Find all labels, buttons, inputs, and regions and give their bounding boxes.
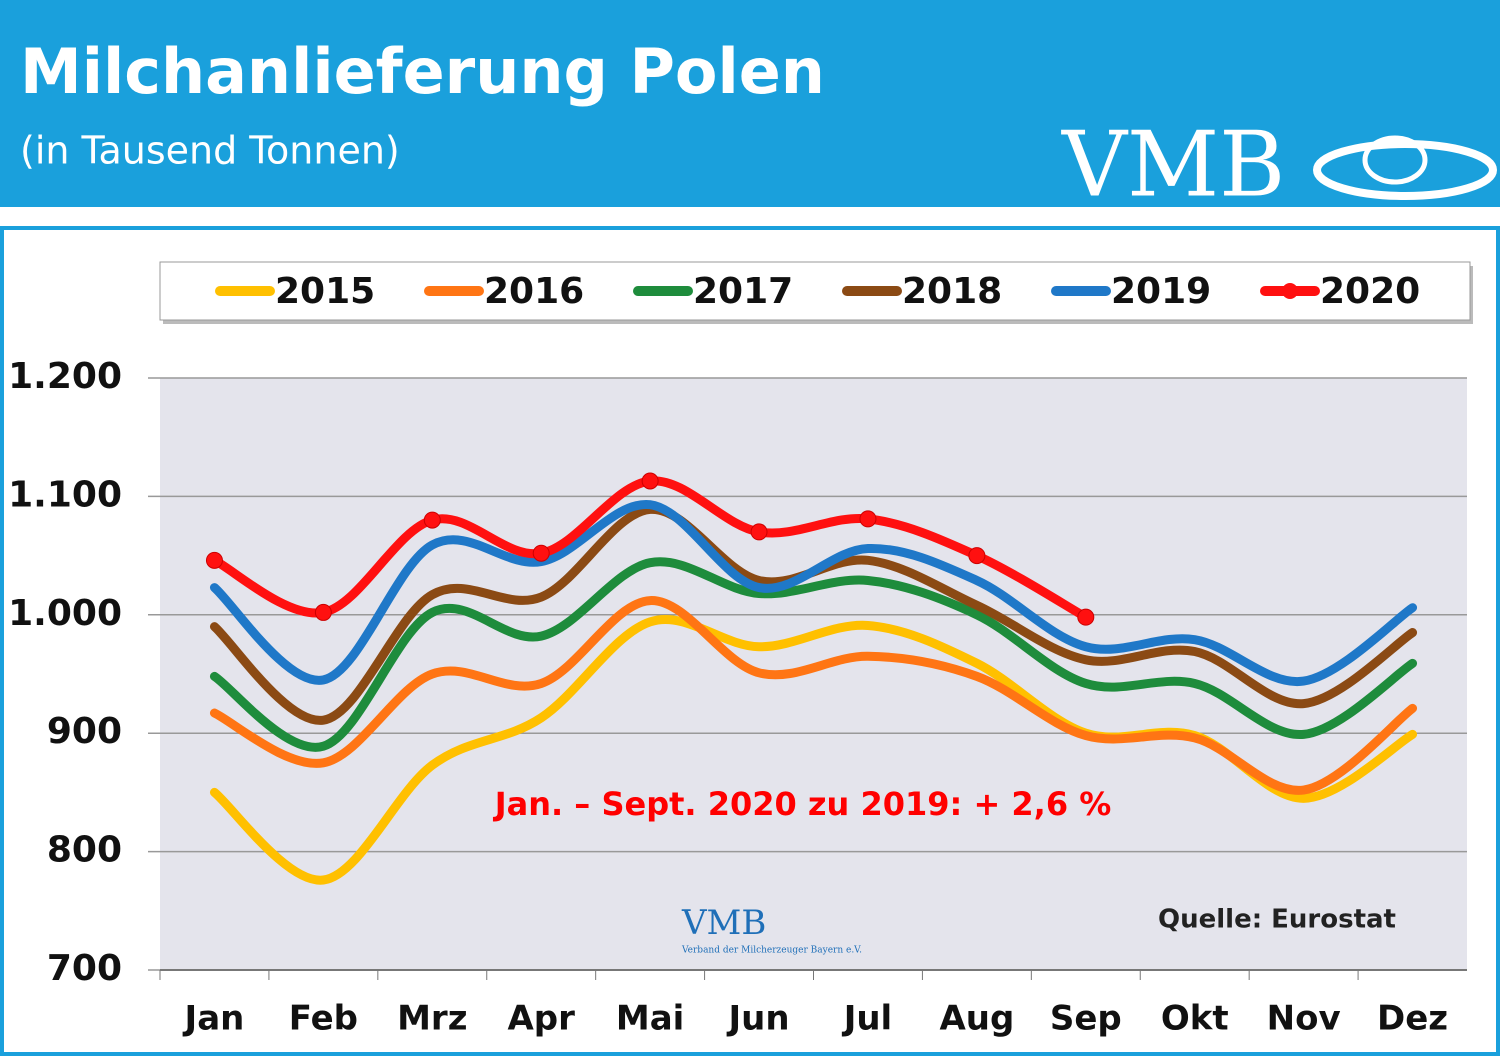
chart-title: Milchanlieferung Polen [20,35,825,108]
series-marker [750,523,768,541]
series-line [209,504,1418,725]
legend-label: 2020 [1320,271,1420,312]
series-marker [641,472,659,490]
series-line [209,476,1091,622]
series-marker [532,544,550,562]
watermark-logo: VMB [681,903,766,943]
header-logo: VMB [1061,112,1285,217]
x-tick-label: Feb [289,999,358,1039]
x-tick-label: Nov [1267,999,1341,1039]
x-tick-label: Okt [1161,999,1229,1039]
header-band [0,0,1500,207]
series-marker [968,547,986,565]
watermark-text: Verband der Milcherzeuger Bayern e.V. [681,946,862,956]
series-marker [205,551,223,569]
series-marker [859,510,877,528]
y-tick-label: 1.100 [8,474,122,515]
legend-box [159,261,1471,321]
series-marker [1077,608,1095,626]
y-tick-label: 1.200 [8,356,122,397]
legend-label: 2017 [693,271,793,312]
series-line [209,596,1418,795]
series-marker [423,511,441,529]
series-marker [314,603,332,621]
legend-marker [1282,283,1298,299]
series-line [209,500,1418,687]
annotation: Jan. – Sept. 2020 zu 2019: + 2,6 % [493,785,1112,823]
y-tick-label: 900 [47,711,122,752]
y-tick-label: 800 [47,830,122,871]
logo-swirl [1313,140,1497,200]
legend-label: 2016 [484,271,584,312]
x-tick-label: Mai [616,999,684,1039]
x-tick-label: Mrz [397,999,467,1039]
x-tick-label: Dez [1377,999,1448,1039]
legend-label: 2015 [275,271,375,312]
x-tick-label: Apr [507,999,575,1039]
x-tick-label: Jan [183,999,245,1039]
legend-label: 2018 [902,271,1002,312]
source: Quelle: Eurostat [1158,905,1396,935]
x-tick-label: Jul [842,999,893,1039]
series-line [209,557,1418,752]
legend-label: 2019 [1111,271,1211,312]
y-tick-label: 700 [47,948,122,989]
x-tick-label: Sep [1050,999,1122,1039]
x-tick-label: Jun [727,999,790,1039]
chart-subtitle: (in Tausend Tonnen) [20,129,400,173]
logo-swirl [1362,135,1428,185]
x-tick-label: Aug [939,999,1014,1039]
y-tick-label: 1.000 [8,593,122,634]
